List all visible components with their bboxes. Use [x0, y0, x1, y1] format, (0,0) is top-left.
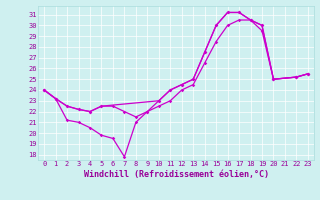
X-axis label: Windchill (Refroidissement éolien,°C): Windchill (Refroidissement éolien,°C) — [84, 170, 268, 179]
